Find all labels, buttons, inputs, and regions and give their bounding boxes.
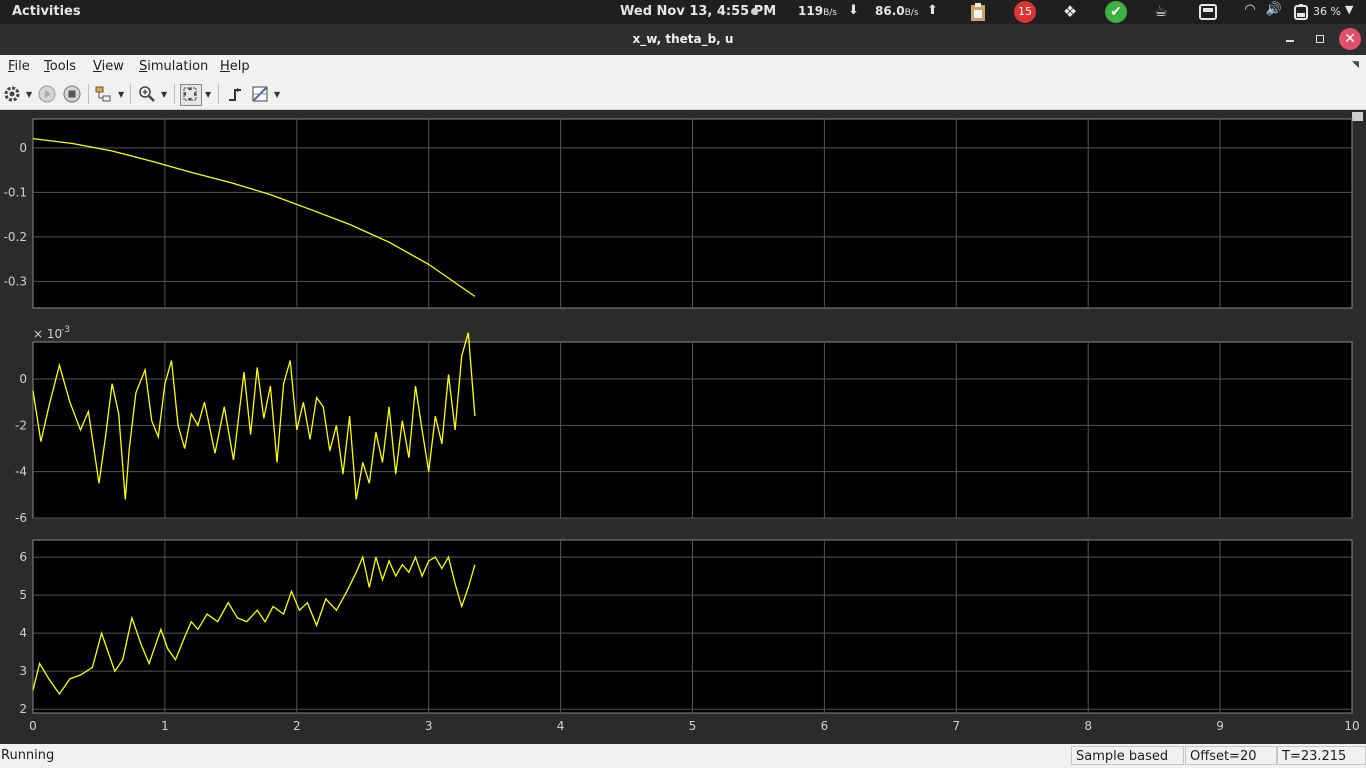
axes-3-ytick-label: 4 (19, 626, 27, 640)
minimize-button[interactable] (1283, 32, 1297, 46)
wifi-icon[interactable]: ◠ (1244, 2, 1256, 17)
axes-1-ytick-label: -0.1 (4, 185, 27, 199)
menu-file[interactable]: File (8, 59, 30, 74)
highlight-dropdown-icon[interactable]: ▼ (118, 90, 125, 99)
system-menu-arrow-icon[interactable]: ▼ (1345, 3, 1354, 16)
axes-3-ytick-label: 6 (19, 550, 27, 564)
axes-2-ytick-label: -2 (15, 418, 27, 432)
axes-3-ytick-label: 3 (19, 664, 27, 678)
axes-3-xtick-label: 7 (952, 719, 960, 733)
menu-view[interactable]: View (93, 59, 124, 74)
dropbox-icon[interactable]: ❖ (1062, 2, 1078, 21)
toolbar-separator (174, 84, 175, 104)
net-upload-unit: B/s (904, 8, 919, 18)
axes-3-xtick-label: 3 (425, 719, 433, 733)
net-download-value: 119 (798, 4, 824, 18)
battery-icon[interactable] (1292, 2, 1312, 22)
window-title-bar: x_w, theta_b, u ✕ (0, 24, 1366, 55)
caffeine-cup-icon[interactable]: ☕ (1154, 2, 1168, 20)
status-bar: Running Sample based Offset=20 T=23.215 (0, 744, 1366, 768)
time-field: T=23.215 (1277, 746, 1366, 765)
arrow-up-icon: ⬆ (927, 3, 938, 18)
clock[interactable]: Wed Nov 13, 4:55 PM (620, 4, 777, 19)
axes-1-ytick-label: -0.2 (4, 230, 27, 244)
system-top-bar: Activities Wed Nov 13, 4:55 PM 119B/s ⬇ … (0, 0, 1366, 24)
toolbar-separator (218, 84, 219, 104)
axes-3-trace-1 (32, 554, 476, 696)
settings-gear-icon[interactable] (3, 85, 21, 103)
axes-3-xtick-label: 1 (161, 719, 169, 733)
settings-dropdown-icon[interactable]: ▼ (26, 90, 33, 99)
axes-3-xtick-label: 2 (293, 719, 301, 733)
toolbar-separator (130, 84, 131, 104)
toolbar-separator (88, 84, 89, 104)
menu-bar: File Tools View Simulation Help ◥ (0, 55, 1366, 79)
axes-1-trace-1 (32, 137, 476, 297)
autoscale-button[interactable] (180, 84, 202, 106)
axes-3-xtick-label: 6 (821, 719, 829, 733)
maximize-button[interactable] (1313, 32, 1327, 46)
highlight-block-icon[interactable] (94, 85, 112, 103)
cursor-measurement-icon[interactable] (251, 85, 269, 103)
maximize-axes-icon[interactable] (1352, 112, 1363, 121)
battery-percentage: 36 % (1313, 5, 1341, 18)
axes-3-ytick-label: 2 (19, 702, 27, 716)
sync-check-icon[interactable]: ✔ (1105, 1, 1127, 23)
clipboard-icon[interactable] (968, 2, 988, 22)
notification-badge[interactable]: 15 (1014, 1, 1036, 23)
stop-button[interactable] (63, 85, 81, 103)
zoom-dropdown-icon[interactable]: ▼ (161, 90, 168, 99)
autoscale-dropdown-icon[interactable]: ▼ (205, 90, 212, 99)
volume-icon[interactable]: 🔊 (1265, 2, 1283, 17)
offset-field: Offset=20 (1185, 746, 1277, 765)
close-button[interactable]: ✕ (1339, 28, 1361, 50)
axes-2-trace-1 (32, 332, 476, 500)
axes-2-ytick-label: -6 (15, 511, 27, 525)
menu-tools[interactable]: Tools (44, 59, 77, 74)
axes-3-xtick-label: 8 (1084, 719, 1092, 733)
scope-plot-area: 0 -0.1 -0.2 -0.3 0 -2 -4 -6 × 10 -3 6 5 4 3 2 0 1 2 3 4 5 6 7 8… (0, 110, 1366, 742)
archive-tray-icon[interactable] (1198, 2, 1218, 22)
axes-1-ytick-label: 0 (19, 141, 27, 155)
notification-dot-icon (751, 8, 758, 15)
menu-help[interactable]: Help (220, 59, 250, 74)
axes-3-xtick-label: 4 (557, 719, 565, 733)
toolbar: ▼ ▼ ▼ ▼ ▼ (0, 79, 1366, 110)
net-upload-value: 86.0 (875, 4, 905, 18)
axes-2-exponent-power: -3 (61, 325, 70, 335)
axes-3-xtick-label: 9 (1216, 719, 1224, 733)
window-title: x_w, theta_b, u (632, 32, 734, 46)
run-button[interactable] (38, 85, 56, 103)
axes-3-xtick-label: 0 (29, 719, 37, 733)
axes-2-ytick-label: 0 (19, 372, 27, 386)
zoom-in-icon[interactable] (138, 85, 156, 103)
sampling-mode-field: Sample based (1071, 746, 1184, 765)
trigger-icon[interactable] (226, 85, 244, 103)
measurement-dropdown-icon[interactable]: ▼ (274, 90, 281, 99)
arrow-down-icon: ⬇ (848, 3, 859, 18)
axes-3-ytick-label: 5 (19, 588, 27, 602)
net-upload-speed: 86.0B/s (875, 4, 919, 18)
axes-3-xtick-label: 10 (1344, 719, 1359, 733)
menu-simulation[interactable]: Simulation (139, 59, 209, 74)
net-download-speed: 119B/s (798, 4, 837, 18)
axes-3-xtick-label: 5 (689, 719, 697, 733)
net-download-unit: B/s (823, 8, 837, 18)
activities-button[interactable]: Activities (12, 4, 81, 19)
axes-2-ytick-label: -4 (15, 465, 27, 479)
axes-2-exponent-label: × 10 (33, 327, 62, 341)
undock-arrow-icon[interactable]: ◥ (1352, 60, 1359, 70)
simulation-status: Running (1, 748, 55, 763)
axes-1-ytick-label: -0.3 (4, 274, 27, 288)
